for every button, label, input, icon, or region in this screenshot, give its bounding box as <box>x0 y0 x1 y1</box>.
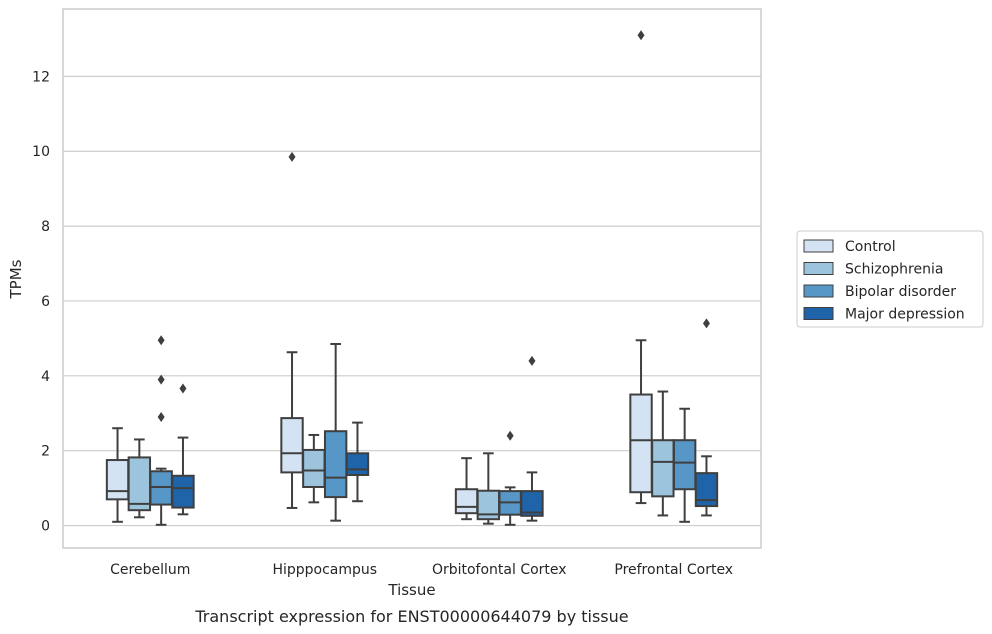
box-iqr <box>323 430 348 499</box>
box-iqr <box>672 439 697 491</box>
y-tick-label: 4 <box>41 369 50 385</box>
legend-frame <box>796 230 984 328</box>
legend-swatch <box>803 239 834 253</box>
plot-frame <box>62 8 762 549</box>
outlier-point <box>288 151 296 162</box>
outlier-point <box>157 411 165 422</box>
box-iqr <box>629 393 653 494</box>
legend-entry: Schizophrenia <box>845 262 943 278</box>
y-tick-label: 12 <box>32 69 50 85</box>
y-axis-ticks: 0 2 4 6 8 10 12 <box>32 69 50 534</box>
box-iqr <box>171 474 195 509</box>
box-control <box>454 457 479 521</box>
box-major-depression <box>694 318 719 517</box>
outlier-point <box>157 335 165 346</box>
y-tick-label: 0 <box>41 519 50 535</box>
x-tick-label: Prefrontal Cortex <box>614 562 733 578</box>
box-iqr <box>105 459 130 501</box>
box-iqr <box>520 490 544 517</box>
plot-border <box>62 8 762 549</box>
legend-entry: Major depression <box>845 307 965 323</box>
box-control <box>629 30 653 505</box>
box-series <box>105 30 719 526</box>
box-iqr <box>127 456 152 512</box>
box-schizophrenia <box>127 438 152 519</box>
legend-entry: Control <box>845 239 896 255</box>
box-control <box>105 427 130 523</box>
box-schizophrenia <box>651 390 675 517</box>
legend: Control Schizophrenia Bipolar disorder Majo… <box>796 230 984 328</box>
x-tick-label: Hipppocampus <box>272 562 377 578</box>
outlier-point <box>637 30 645 41</box>
gridlines <box>63 75 761 527</box>
box-major-depression <box>520 355 544 522</box>
x-axis-ticks: Cerebellum Hipppocampus Orbitofontal Corte… <box>110 562 733 578</box>
box-iqr <box>280 417 304 474</box>
y-tick-label: 2 <box>41 444 50 460</box>
legend-swatch <box>803 307 834 320</box>
box-iqr <box>651 439 675 498</box>
y-axis-label: TPMs <box>7 259 25 299</box>
legend-swatch <box>803 262 834 275</box>
x-tick-label: Cerebellum <box>110 562 190 578</box>
chart-caption: Transcript expression for ENST0000064407… <box>194 607 628 626</box>
y-tick-label: 10 <box>32 144 50 160</box>
x-axis-label: Tissue <box>387 581 435 599</box>
box-iqr <box>345 452 370 477</box>
box-major-depression <box>171 383 195 516</box>
x-tick-label: Orbitofontal Cortex <box>432 562 567 578</box>
box-iqr <box>302 448 326 488</box>
box-iqr <box>454 488 479 515</box>
outlier-point <box>702 318 710 329</box>
box-schizophrenia <box>476 452 501 525</box>
outlier-point <box>157 374 165 385</box>
y-tick-label: 8 <box>41 219 50 235</box>
y-tick-label: 6 <box>41 294 50 310</box>
box-bipolar-disorder <box>672 407 697 523</box>
box-control <box>280 151 304 509</box>
legend-swatch <box>803 284 834 298</box>
outlier-point <box>179 383 187 394</box>
box-major-depression <box>345 421 370 503</box>
outlier-point <box>528 355 536 366</box>
box-bipolar-disorder <box>323 343 348 522</box>
legend-entry: Bipolar disorder <box>845 284 956 300</box>
box-iqr <box>694 472 719 508</box>
outlier-point <box>506 430 514 441</box>
